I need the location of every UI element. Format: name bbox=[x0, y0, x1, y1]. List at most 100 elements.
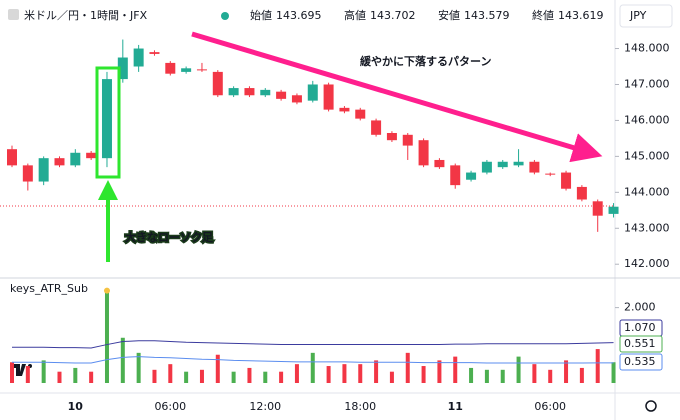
y-tick-label: 145.000 bbox=[624, 149, 670, 162]
atr-bar bbox=[231, 371, 236, 383]
candle-body bbox=[576, 186, 587, 200]
candle-body bbox=[371, 120, 382, 135]
atr-bar bbox=[57, 371, 62, 383]
ohlc-value: 143.702 bbox=[370, 9, 416, 22]
atr-bar bbox=[263, 371, 268, 383]
candle-body bbox=[212, 71, 223, 96]
ohlc-label: 高値 bbox=[344, 8, 366, 22]
y-tick-label: 147.000 bbox=[624, 77, 670, 90]
candle-body bbox=[386, 133, 397, 141]
atr-bar bbox=[532, 364, 537, 383]
atr-bar bbox=[548, 369, 553, 383]
candle-body bbox=[307, 84, 318, 101]
atr-bar bbox=[89, 371, 94, 383]
candle-body bbox=[38, 158, 49, 182]
atr-bar bbox=[374, 360, 379, 383]
atr-bar bbox=[73, 367, 78, 383]
atr-bar bbox=[405, 352, 410, 383]
candle-body bbox=[450, 165, 461, 186]
atr-bar bbox=[10, 362, 14, 383]
status-dot bbox=[221, 12, 229, 20]
y-tick-label: 148.000 bbox=[624, 42, 670, 55]
currency-button[interactable] bbox=[619, 4, 673, 28]
ohlc-label: 安値 bbox=[438, 8, 460, 22]
annotation: 大きなローソク足 bbox=[125, 230, 214, 244]
x-tick-label: 06:00 bbox=[154, 400, 186, 413]
candle-body bbox=[418, 140, 429, 166]
candle-body bbox=[339, 107, 350, 112]
candle-body bbox=[355, 109, 366, 119]
candle-body bbox=[117, 57, 128, 80]
highlight-box bbox=[95, 66, 121, 179]
candle-body bbox=[7, 149, 17, 166]
candle-body bbox=[402, 134, 413, 146]
candle-body bbox=[561, 172, 572, 189]
candle-body bbox=[466, 172, 477, 180]
atr-bar bbox=[437, 360, 442, 383]
atr-bar bbox=[136, 352, 141, 383]
atr-bar bbox=[25, 366, 30, 383]
currency: JPY bbox=[629, 9, 647, 22]
candle-body bbox=[592, 201, 603, 216]
ohlc-value: 143.695 bbox=[276, 9, 322, 22]
y-tick-label: 142.000 bbox=[624, 257, 670, 270]
magenta-arrow bbox=[191, 31, 603, 163]
last-value: 1.070 bbox=[624, 321, 656, 334]
atr-bar bbox=[500, 369, 505, 383]
atr-bar bbox=[326, 366, 331, 383]
atr-bar bbox=[564, 360, 569, 383]
candle-body bbox=[497, 161, 508, 168]
candle-body bbox=[608, 206, 619, 214]
atr-bar bbox=[279, 371, 284, 383]
atr-bar bbox=[453, 356, 458, 383]
x-tick-label: 06:00 bbox=[534, 400, 566, 413]
atr-bar bbox=[120, 337, 125, 383]
x-tick-label: 12:00 bbox=[249, 400, 281, 413]
candle-body bbox=[22, 165, 33, 182]
atr-bar bbox=[104, 290, 109, 383]
candle-body bbox=[323, 84, 334, 110]
ohlc-header: 始値 143.695 高値 143.702 安値 143.579 終値 143.619 bbox=[250, 8, 604, 22]
x-tick-label: 11 bbox=[448, 400, 463, 413]
ohlc-value: 143.619 bbox=[558, 9, 604, 22]
atr-bar bbox=[41, 360, 46, 383]
atr-bar bbox=[152, 369, 157, 383]
peak-dot bbox=[103, 287, 110, 294]
candle-body bbox=[434, 159, 445, 168]
atr-bar bbox=[595, 349, 600, 383]
candle-body bbox=[101, 79, 112, 159]
atr-bar bbox=[611, 362, 616, 383]
atr-bar bbox=[247, 367, 252, 383]
atr-bar bbox=[294, 364, 299, 383]
candle-body bbox=[260, 89, 271, 96]
candle-body bbox=[181, 68, 192, 72]
y-tick-label: 2.000 bbox=[624, 301, 656, 314]
candle-body bbox=[70, 152, 81, 166]
y-tick-label: 146.000 bbox=[624, 113, 670, 126]
candle-body bbox=[228, 88, 239, 96]
atr-bar bbox=[579, 367, 584, 383]
candle-body bbox=[481, 161, 492, 173]
atr-bar bbox=[421, 366, 426, 383]
candle-body bbox=[276, 91, 287, 99]
atr-bar bbox=[215, 354, 220, 383]
last-value: 0.535 bbox=[624, 355, 656, 368]
last-value-box bbox=[619, 353, 663, 371]
atr-line bbox=[12, 340, 614, 349]
candle-body bbox=[529, 161, 540, 173]
candle-body bbox=[133, 48, 144, 67]
atr-bar bbox=[310, 352, 315, 383]
x-tick-label: 18:00 bbox=[344, 400, 376, 413]
ohlc-label: 終値 bbox=[532, 8, 554, 22]
settings-icon[interactable] bbox=[645, 400, 657, 412]
atr-bar bbox=[358, 364, 363, 383]
candle-body bbox=[86, 152, 97, 159]
ohlc-value: 143.579 bbox=[464, 9, 510, 22]
candle-body bbox=[244, 88, 255, 96]
atr-bar bbox=[199, 369, 204, 383]
candle-body bbox=[545, 173, 556, 175]
symbol-title: 米ドル／円・1時間・JFX bbox=[24, 9, 148, 22]
atr-bar bbox=[184, 371, 189, 383]
